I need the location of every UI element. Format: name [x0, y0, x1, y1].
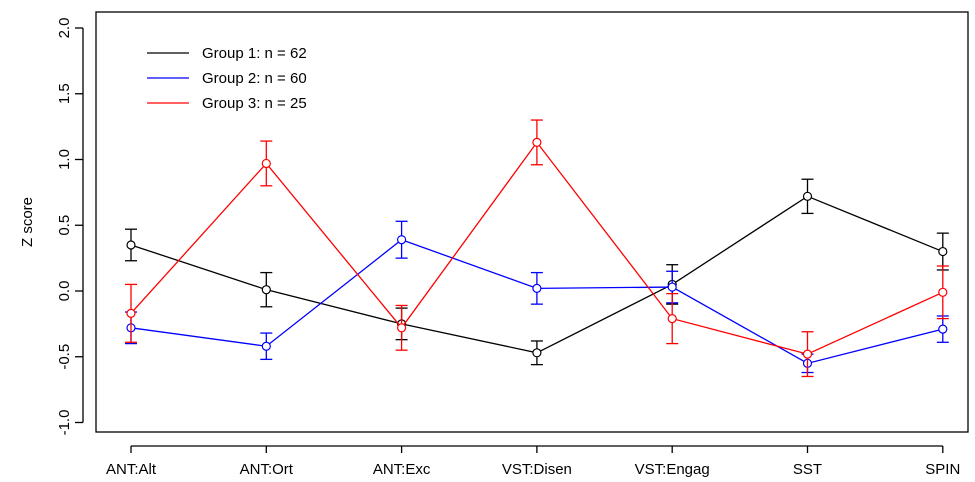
data-point	[938, 287, 948, 297]
data-point	[126, 308, 136, 318]
y-tick-label: 1.0	[56, 149, 73, 170]
data-point	[802, 191, 813, 201]
y-tick-label: 0.0	[56, 281, 73, 302]
legend-label: Group 3: n = 25	[202, 95, 307, 112]
series-group	[125, 119, 949, 378]
data-point	[261, 341, 271, 351]
x-tick-label: ANT:Ort	[240, 461, 294, 478]
legend-label: Group 1: n = 62	[202, 45, 307, 62]
x-tick-label: VST:Engag	[635, 461, 710, 478]
y-tick-label: -1.0	[56, 410, 73, 436]
plot-frame	[95, 11, 969, 433]
data-point	[397, 235, 407, 245]
y-tick-label: 2.0	[56, 18, 73, 39]
data-point	[667, 282, 677, 292]
y-tick-label: 0.5	[56, 215, 73, 236]
data-point	[126, 240, 136, 250]
x-tick-label: ANT:Alt	[106, 461, 157, 478]
x-tick-label: SST	[793, 461, 822, 478]
data-point	[261, 285, 271, 295]
series-layer	[125, 119, 949, 378]
data-point	[397, 323, 407, 333]
data-point	[261, 158, 271, 169]
data-point	[802, 349, 813, 359]
data-point	[532, 137, 542, 148]
y-tick-label: -0.5	[56, 344, 73, 370]
data-point	[938, 324, 948, 334]
y-axis: -1.0 -0.5 0.0 0.5 1.0 1.5 2.0	[56, 18, 84, 436]
x-tick-label: VST:Disen	[502, 461, 572, 478]
series-group	[125, 178, 949, 366]
x-tick-label: SPIN	[925, 461, 960, 478]
data-point	[532, 283, 542, 293]
y-axis-label: Z score	[19, 197, 36, 247]
legend: Group 1: n = 62 Group 2: n = 60 Group 3: n…	[147, 45, 307, 112]
x-tick-label: ANT:Exc	[373, 461, 431, 478]
series-line	[130, 141, 944, 355]
data-point	[938, 246, 948, 257]
x-axis: ANT:Alt ANT:Ort ANT:Exc VST:Disen VST:Engag S…	[106, 445, 960, 478]
data-point	[667, 314, 677, 324]
legend-label: Group 2: n = 60	[202, 70, 307, 87]
y-tick-label: 1.5	[56, 83, 73, 104]
data-point	[532, 348, 542, 358]
